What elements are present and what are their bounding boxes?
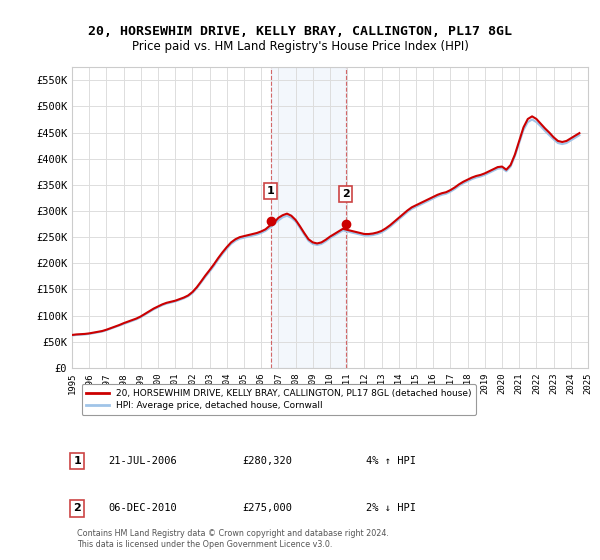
- Text: 1: 1: [73, 456, 81, 466]
- Text: Contains HM Land Registry data © Crown copyright and database right 2024.
This d: Contains HM Land Registry data © Crown c…: [77, 529, 389, 549]
- Text: 2: 2: [73, 503, 81, 513]
- Text: 2: 2: [342, 189, 350, 199]
- Text: Price paid vs. HM Land Registry's House Price Index (HPI): Price paid vs. HM Land Registry's House …: [131, 40, 469, 53]
- Bar: [271, 67, 346, 368]
- Text: 06-DEC-2010: 06-DEC-2010: [108, 503, 177, 513]
- Text: 1: 1: [267, 186, 275, 196]
- Text: 4% ↑ HPI: 4% ↑ HPI: [366, 456, 416, 466]
- Text: £280,320: £280,320: [242, 456, 292, 466]
- Text: 21-JUL-2006: 21-JUL-2006: [108, 456, 177, 466]
- Legend: 20, HORSEWHIM DRIVE, KELLY BRAY, CALLINGTON, PL17 8GL (detached house), HPI: Ave: 20, HORSEWHIM DRIVE, KELLY BRAY, CALLING…: [82, 384, 476, 415]
- Text: 20, HORSEWHIM DRIVE, KELLY BRAY, CALLINGTON, PL17 8GL: 20, HORSEWHIM DRIVE, KELLY BRAY, CALLING…: [88, 25, 512, 38]
- Text: 2% ↓ HPI: 2% ↓ HPI: [366, 503, 416, 513]
- Text: £275,000: £275,000: [242, 503, 292, 513]
